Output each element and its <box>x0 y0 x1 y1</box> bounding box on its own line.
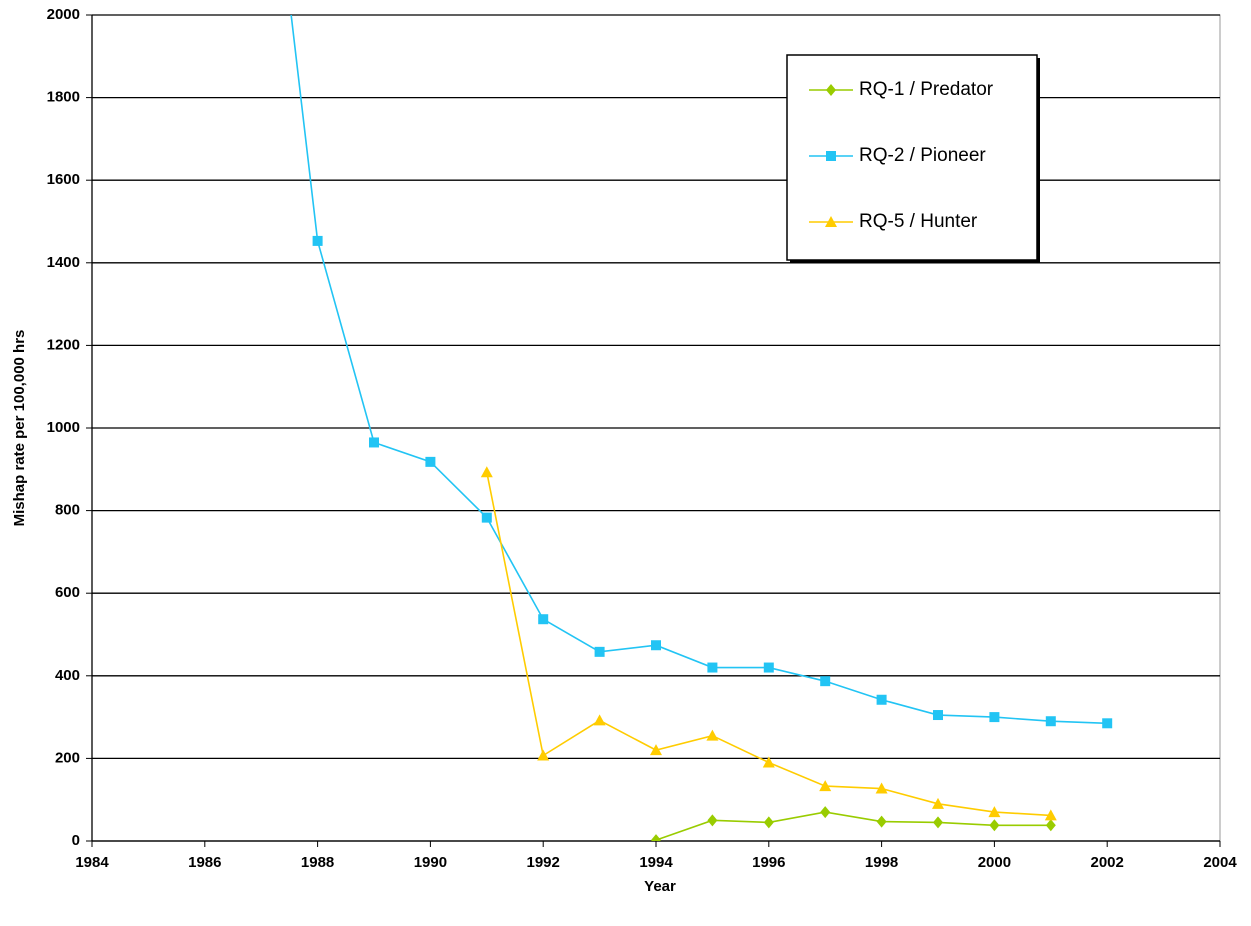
marker <box>707 814 718 827</box>
series-line <box>290 15 1108 725</box>
marker <box>989 712 1000 723</box>
marker <box>538 614 549 625</box>
marker <box>480 466 493 478</box>
x-tick-label: 1990 <box>414 854 447 871</box>
marker <box>988 806 1001 818</box>
marker <box>825 216 837 227</box>
marker <box>763 662 774 673</box>
y-tick-label: 1400 <box>47 254 80 271</box>
marker <box>593 714 606 726</box>
y-tick-label: 2000 <box>47 6 80 23</box>
marker <box>932 797 944 809</box>
x-tick-label: 1986 <box>188 854 221 871</box>
marker <box>989 819 1000 832</box>
marker <box>826 84 836 96</box>
y-tick-label: 600 <box>55 584 80 601</box>
x-tick-label: 1984 <box>75 854 109 871</box>
legend-label: RQ-1 / Predator <box>859 79 994 100</box>
y-tick-label: 1800 <box>47 89 80 106</box>
marker <box>1045 819 1056 832</box>
y-tick-label: 1600 <box>47 171 80 188</box>
marker <box>425 456 436 467</box>
x-tick-label: 1992 <box>527 854 560 871</box>
y-tick-label: 200 <box>55 749 80 766</box>
marker <box>762 756 775 768</box>
marker <box>651 640 661 651</box>
y-tick-label: 1200 <box>47 336 80 353</box>
marker <box>706 729 719 741</box>
marker <box>826 151 836 161</box>
marker <box>819 780 832 792</box>
x-tick-label: 1988 <box>301 854 334 871</box>
y-axis-label: Mishap rate per 100,000 hrs <box>11 330 28 527</box>
y-tick-label: 1000 <box>47 419 80 436</box>
marker <box>876 694 887 705</box>
x-tick-label: 1996 <box>752 854 785 871</box>
marker <box>481 512 492 523</box>
marker <box>594 646 605 657</box>
marker <box>312 235 323 246</box>
marker <box>650 744 662 756</box>
plot-area <box>290 15 1113 841</box>
marker <box>707 662 718 673</box>
y-tick-label: 800 <box>55 502 80 519</box>
marker <box>820 676 831 687</box>
legend-label: RQ-5 / Hunter <box>859 211 978 232</box>
legend-label: RQ-2 / Pioneer <box>859 145 986 166</box>
x-tick-label: 2004 <box>1203 854 1237 871</box>
x-tick-label: 1994 <box>639 854 673 871</box>
marker <box>933 816 943 829</box>
marker <box>1045 716 1056 727</box>
marker <box>875 782 888 794</box>
marker <box>1102 718 1113 729</box>
y-tick-label: 0 <box>72 832 80 849</box>
marker <box>651 834 661 841</box>
marker <box>1044 809 1057 821</box>
series-line <box>655 811 1051 841</box>
x-tick-label: 2002 <box>1091 854 1124 871</box>
x-tick-label: 1998 <box>865 854 898 871</box>
marker <box>876 815 887 828</box>
x-axis-label: Year <box>644 878 676 895</box>
marker <box>537 749 550 761</box>
marker <box>820 806 831 819</box>
y-tick-label: 400 <box>55 667 80 684</box>
marker <box>763 816 774 829</box>
x-tick-label: 2000 <box>978 854 1011 871</box>
marker <box>933 710 943 721</box>
marker <box>369 437 379 448</box>
